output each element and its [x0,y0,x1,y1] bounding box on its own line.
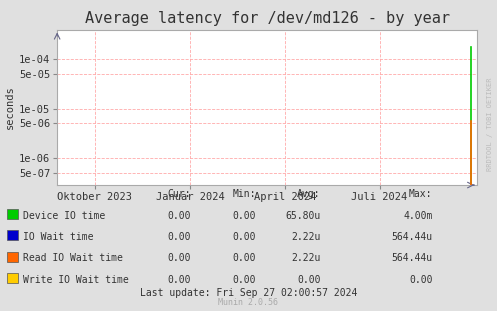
Text: Device IO time: Device IO time [23,211,105,221]
Text: Max:: Max: [409,189,432,199]
Text: Last update: Fri Sep 27 02:00:57 2024: Last update: Fri Sep 27 02:00:57 2024 [140,288,357,298]
Text: 564.44u: 564.44u [391,232,432,242]
Text: 564.44u: 564.44u [391,253,432,263]
Text: 0.00: 0.00 [409,275,432,285]
Text: Munin 2.0.56: Munin 2.0.56 [219,298,278,307]
Text: Min:: Min: [233,189,256,199]
Text: 0.00: 0.00 [168,275,191,285]
Text: 0.00: 0.00 [233,211,256,221]
Y-axis label: seconds: seconds [5,86,15,129]
Text: 0.00: 0.00 [233,253,256,263]
Text: 0.00: 0.00 [233,232,256,242]
Title: Average latency for /dev/md126 - by year: Average latency for /dev/md126 - by year [84,11,450,26]
Text: Avg:: Avg: [297,189,321,199]
Text: 0.00: 0.00 [168,232,191,242]
Text: 0.00: 0.00 [233,275,256,285]
Text: 0.00: 0.00 [168,211,191,221]
Text: 4.00m: 4.00m [403,211,432,221]
Text: 2.22u: 2.22u [291,232,321,242]
Text: RRDTOOL / TOBI OETIKER: RRDTOOL / TOBI OETIKER [487,78,493,171]
Text: 0.00: 0.00 [297,275,321,285]
Text: Cur:: Cur: [168,189,191,199]
Text: Read IO Wait time: Read IO Wait time [23,253,123,263]
Text: 65.80u: 65.80u [285,211,321,221]
Text: 0.00: 0.00 [168,253,191,263]
Text: IO Wait time: IO Wait time [23,232,94,242]
Text: Write IO Wait time: Write IO Wait time [23,275,129,285]
Text: 2.22u: 2.22u [291,253,321,263]
